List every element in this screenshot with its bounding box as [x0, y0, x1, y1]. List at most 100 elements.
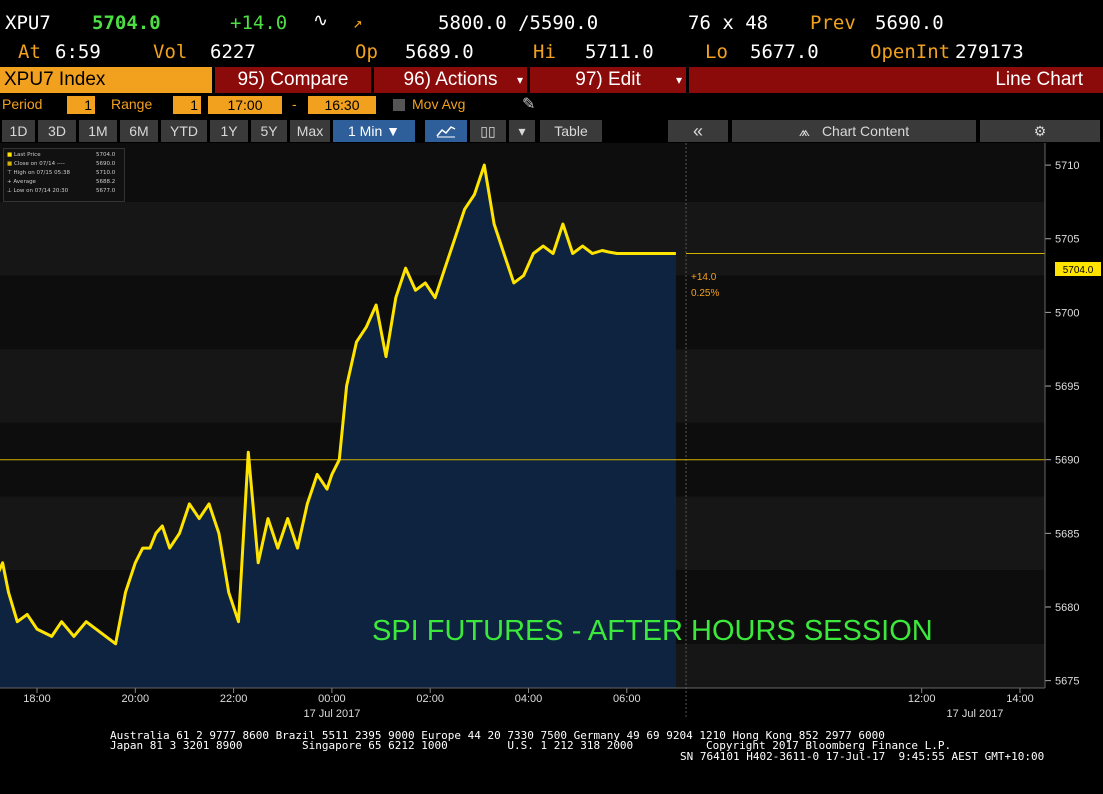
- at-label: At: [18, 41, 41, 63]
- chart-content-label: Chart Content: [821, 123, 910, 139]
- dropdown-icon: ▾: [675, 73, 682, 87]
- legend-label: Low on 07/14 20:30: [13, 188, 69, 194]
- y-axis-panel: [1045, 143, 1103, 688]
- price-area-fill: [0, 165, 676, 688]
- table-button[interactable]: Table: [540, 120, 602, 142]
- legend-value: 5677.0: [96, 188, 116, 194]
- view-type-title: Line Chart: [689, 67, 1103, 93]
- x-tick-label: 18:00: [23, 693, 51, 705]
- candle-chart-icon[interactable]: ▯▯: [470, 120, 506, 142]
- chart-settings-row: Period 1 Range 1 17:00 - 16:30 Mov Avg ✎: [0, 93, 1103, 117]
- dropdown-icon: ▾: [516, 73, 523, 87]
- pencil-icon[interactable]: ✎: [522, 96, 536, 113]
- start-time-input[interactable]: 17:00: [208, 96, 282, 114]
- footer-session-id: SN 764101 H402-3611-0 17-Jul-17 9:45:55 …: [680, 750, 1045, 763]
- legend-row: ■ Last Price: [7, 152, 41, 158]
- last-price-tag-text: 5704.0: [1063, 265, 1094, 276]
- x-date-label: 17 Jul 2017: [303, 708, 360, 720]
- grid-band: [0, 143, 1045, 202]
- legend-row: ⊤ High on 07/15 05:38: [7, 170, 70, 176]
- range-label: Range: [111, 96, 153, 112]
- chart-content-button[interactable]: ⩕ Chart Content: [732, 120, 976, 142]
- range-button-1d[interactable]: 1D: [2, 120, 35, 142]
- gear-icon[interactable]: ⚙: [980, 120, 1100, 142]
- line-chart-icon[interactable]: [425, 120, 467, 142]
- y-tick-label: 5680: [1055, 602, 1079, 614]
- y-tick-label: 5705: [1055, 234, 1079, 246]
- period-label: Period: [2, 96, 43, 112]
- tick-chart-icon[interactable]: ∿: [313, 10, 329, 31]
- x-tick-label: 00:00: [318, 693, 346, 705]
- edit-menu[interactable]: 97) Edit ▾: [530, 67, 686, 93]
- footer-copyright: Japan 81 3 3201 8900 Singapore 65 6212 1…: [110, 739, 952, 752]
- x-tick-label: 12:00: [908, 693, 936, 705]
- period-input[interactable]: 1: [67, 96, 95, 114]
- open-label: Op: [355, 41, 378, 63]
- compare-menu[interactable]: 95) Compare: [215, 67, 371, 93]
- compare-label: 95) Compare: [237, 69, 349, 90]
- legend-value: 5688.2: [96, 179, 116, 185]
- range-button-1m[interactable]: 1M: [79, 120, 117, 142]
- bid-ask-range: 5800.0 /5590.0: [438, 12, 599, 34]
- prev-label: Prev: [810, 12, 856, 34]
- y-tick-label: 5700: [1055, 307, 1079, 319]
- chart-content-icon: ⩕: [798, 123, 810, 139]
- price-chart[interactable]: 5675 5680 5685 5690 5695 5700 5705 5710 18:00 20…: [0, 143, 1103, 727]
- range-button-1y[interactable]: 1Y: [210, 120, 248, 142]
- actions-label: 96) Actions: [403, 69, 498, 90]
- last-price: 5704.0: [92, 12, 161, 34]
- bid-ask-size: 76 x 48: [688, 12, 769, 34]
- security-field[interactable]: XPU7 Index: [0, 67, 212, 93]
- range-button-max[interactable]: Max: [290, 120, 330, 142]
- openint-label: OpenInt: [870, 41, 951, 63]
- range-button-3d[interactable]: 3D: [38, 120, 76, 142]
- range-button-ytd[interactable]: YTD: [161, 120, 207, 142]
- range-button-6m[interactable]: 6M: [120, 120, 158, 142]
- interval-dropdown[interactable]: 1 Min ▼: [333, 120, 415, 142]
- change-pct-annotation: 0.25%: [691, 288, 719, 299]
- change-annotation: +14.0: [691, 272, 717, 283]
- x-tick-label: 02:00: [416, 693, 444, 705]
- legend-row: ⊥ Low on 07/14 20:30: [7, 188, 68, 194]
- legend-label: Last Price: [13, 152, 41, 158]
- legend-swatch-icon: ■: [7, 161, 13, 167]
- legend-low-icon: ⊥: [7, 188, 12, 194]
- legend-row: + Average: [7, 179, 36, 185]
- grid-band: [0, 201, 1045, 276]
- x-tick-label: 22:00: [220, 693, 248, 705]
- legend-value: 5704.0: [96, 152, 116, 158]
- chart-legend[interactable]: ■ Last Price 5704.0 ■ Close on 07/14 ---…: [3, 148, 125, 202]
- y-tick-label: 5675: [1055, 676, 1079, 688]
- range-dash: -: [292, 96, 297, 112]
- legend-label: Average: [13, 179, 36, 185]
- x-tick-label: 06:00: [613, 693, 641, 705]
- mov-avg-label: Mov Avg: [412, 96, 466, 112]
- range-input[interactable]: 1: [173, 96, 201, 114]
- open-value: 5689.0: [405, 41, 474, 63]
- price-line: [0, 163, 676, 646]
- quote-time: 6:59: [55, 41, 101, 63]
- end-time-input[interactable]: 16:30: [308, 96, 376, 114]
- range-button-5y[interactable]: 5Y: [251, 120, 287, 142]
- legend-average-icon: +: [7, 179, 12, 185]
- net-change: +14.0: [230, 12, 288, 34]
- y-tick-label: 5685: [1055, 528, 1079, 540]
- trend-arrow-icon: ↗: [353, 13, 363, 32]
- high-label: Hi: [533, 41, 556, 63]
- mov-avg-checkbox[interactable]: [393, 99, 405, 111]
- legend-high-icon: ⊤: [7, 170, 12, 176]
- collapse-icon[interactable]: «: [668, 120, 728, 142]
- vol-label: Vol: [153, 41, 188, 63]
- x-tick-label: 20:00: [122, 693, 150, 705]
- ticker: XPU7: [5, 12, 51, 34]
- session-annotation: SPI FUTURES - AFTER HOURS SESSION: [372, 615, 933, 647]
- openint-value: 279173: [955, 41, 1024, 63]
- chart-type-dropdown-icon[interactable]: ▾: [509, 120, 535, 142]
- legend-row: ■ Close on 07/14 ----: [7, 161, 65, 167]
- legend-label: Close on 07/14 ----: [13, 161, 65, 167]
- last-price-tag: 5704.0: [1055, 262, 1101, 276]
- low-label: Lo: [705, 41, 728, 63]
- function-toolbar: XPU7 Index 95) Compare 96) Actions ▾ 97) …: [0, 67, 1103, 93]
- prev-value: 5690.0: [875, 12, 944, 34]
- actions-menu[interactable]: 96) Actions ▾: [374, 67, 527, 93]
